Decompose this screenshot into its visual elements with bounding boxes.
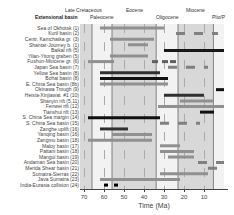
svg-text:Kuril basin (2): Kuril basin (2) [48,30,79,36]
svg-text:Maloy basin (17): Maloy basin (17) [42,143,79,149]
svg-text:Plio/P: Plio/P [212,14,226,20]
svg-text:Sumatra-Sierras (22): Sumatra-Sierras (22) [32,171,79,177]
svg-text:Okinawa Trough (9): Okinawa Trough (9) [35,86,79,92]
svg-text:10: 10 [201,194,208,200]
svg-text:S. China Sea margin (14): S. China Sea margin (14) [23,114,80,120]
svg-text:Late Cretaceous: Late Cretaceous [65,7,102,13]
svg-text:Fenwei rift (12): Fenwei rift (12) [46,103,80,109]
svg-text:Baikal rift (5): Baikal rift (5) [51,47,79,53]
svg-text:Merida Shear basin (21): Merida Shear basin (21) [25,165,79,171]
svg-text:Bohai basin (8): Bohai basin (8) [45,75,79,81]
svg-text:60: 60 [101,194,108,200]
svg-text:E. China Sea basin (8b): E. China Sea basin (8b) [26,81,79,87]
svg-text:India-Eurasia collision (24): India-Eurasia collision (24) [20,182,79,188]
svg-text:20: 20 [181,194,188,200]
svg-text:Time (Ma): Time (Ma) [138,202,170,210]
svg-text:Tianshui rift (13): Tianshui rift (13) [43,109,79,115]
svg-text:Heixia-Xinjiawat. #1 (10): Heixia-Xinjiawat. #1 (10) [25,92,80,98]
svg-text:Yanqing basin (16): Yanqing basin (16) [37,131,79,137]
svg-text:Yellow Sea basin (8): Yellow Sea basin (8) [34,70,80,76]
svg-text:S. China Sea basin (15): S. China Sea basin (15) [26,120,79,126]
svg-text:40: 40 [141,194,148,200]
svg-text:Pattani basin (18): Pattani basin (18) [40,148,80,154]
svg-text:Extensional basin: Extensional basin [35,14,78,20]
svg-text:Java Sumatra (23): Java Sumatra (23) [38,176,79,182]
svg-text:Mangui basin (19): Mangui basin (19) [39,154,79,160]
svg-text:Japan Sea basin (7): Japan Sea basin (7) [34,64,79,70]
svg-text:70: 70 [81,194,88,200]
svg-text:30: 30 [161,194,168,200]
svg-text:Oligocene: Oligocene [156,14,179,20]
svg-text:50: 50 [121,194,128,200]
svg-text:Shantar-Journey b. (1): Shantar-Journey b. (1) [29,42,79,48]
svg-text:Eocene: Eocene [126,7,143,13]
svg-text:Miocene: Miocene [186,7,205,13]
svg-text:Shanyin rift (5,11): Shanyin rift (5,11) [40,98,79,104]
svg-text:Paleocene: Paleocene [90,14,114,20]
svg-text:Centr. Kamchatka gr. (3): Centr. Kamchatka gr. (3) [25,36,80,42]
svg-text:Yilan-Yitong graben (5): Yilan-Yitong graben (5) [28,53,79,59]
svg-text:Zangmu basin (18): Zangmu basin (18) [37,137,79,143]
svg-text:Andaman Sea basin (20): Andaman Sea basin (20) [24,159,80,165]
svg-text:Sea of Okhotsk (1): Sea of Okhotsk (1) [37,25,79,31]
svg-text:Fushun-Miocene gr. (6): Fushun-Miocene gr. (6) [27,58,79,64]
svg-text:Zanghe uplift (16): Zanghe uplift (16) [40,126,80,132]
